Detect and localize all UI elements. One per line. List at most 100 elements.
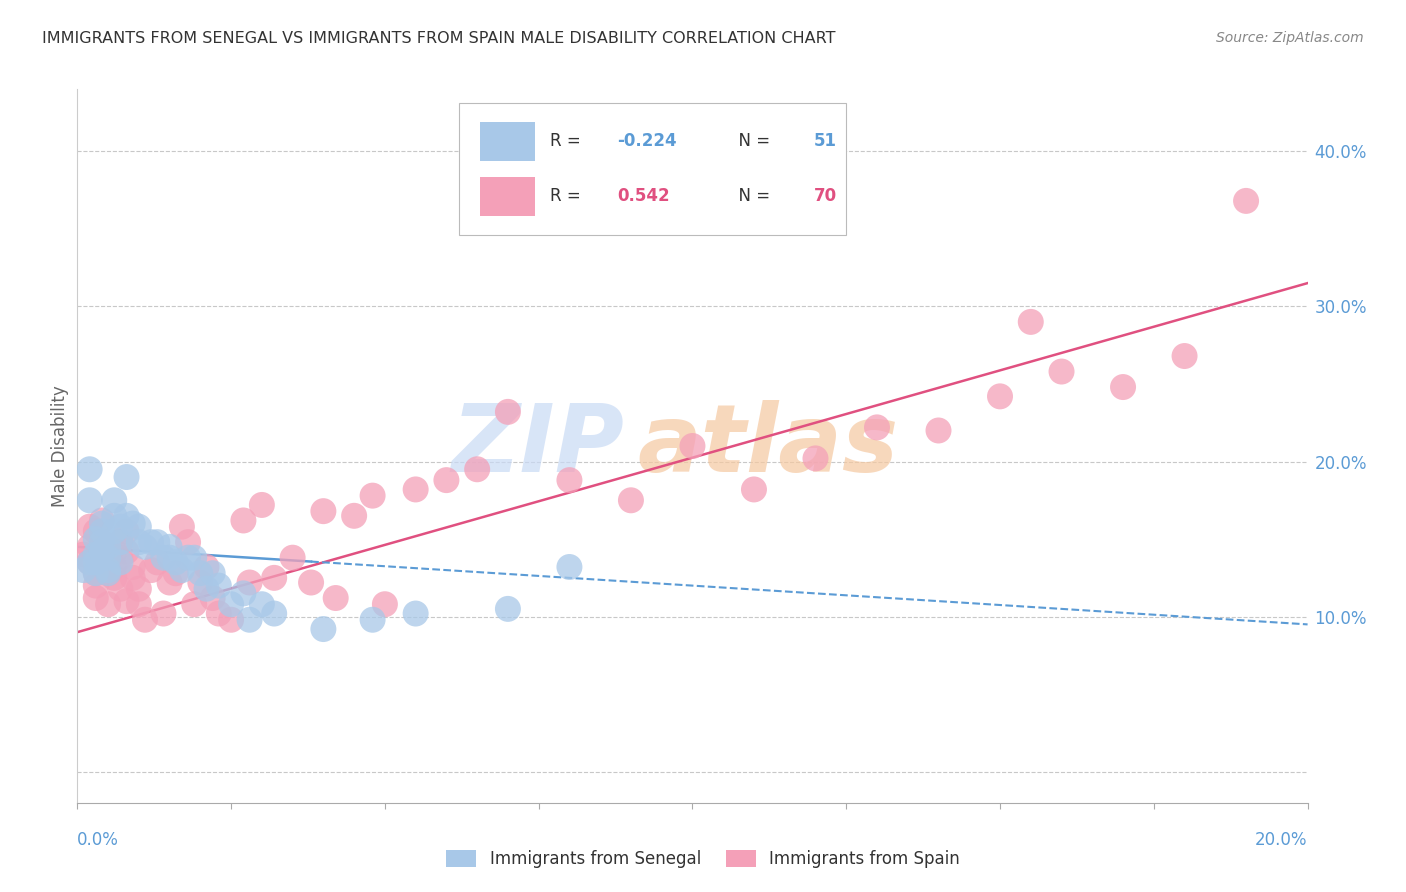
Point — [405, 607, 427, 621]
Point — [177, 550, 200, 565]
Point — [208, 607, 231, 621]
Point — [90, 535, 114, 549]
Point — [134, 613, 156, 627]
Text: 0.0%: 0.0% — [77, 830, 120, 848]
Point — [361, 613, 384, 627]
Text: ZIP: ZIP — [451, 400, 624, 492]
Point — [146, 535, 169, 549]
Point — [103, 544, 125, 558]
Point — [325, 591, 347, 605]
Point — [115, 470, 138, 484]
Point — [103, 508, 125, 523]
Point — [141, 563, 163, 577]
Point — [141, 535, 163, 549]
Point — [988, 389, 1011, 403]
Point — [866, 420, 889, 434]
Point — [374, 597, 396, 611]
Point — [84, 524, 107, 539]
Bar — [479, 177, 536, 216]
Point — [742, 483, 765, 497]
Point — [239, 613, 262, 627]
Point — [79, 519, 101, 533]
Point — [165, 555, 187, 569]
Point — [170, 519, 193, 533]
FancyBboxPatch shape — [458, 103, 846, 235]
Point — [201, 566, 224, 581]
Y-axis label: Male Disability: Male Disability — [51, 385, 69, 507]
Point — [97, 550, 120, 565]
Point — [90, 524, 114, 539]
Point — [281, 550, 304, 565]
Point — [1234, 194, 1257, 208]
Point — [97, 540, 120, 554]
Point — [232, 513, 254, 527]
Point — [110, 550, 132, 565]
Point — [103, 571, 125, 585]
Point — [115, 594, 138, 608]
Point — [405, 483, 427, 497]
Point — [79, 555, 101, 569]
Text: IMMIGRANTS FROM SENEGAL VS IMMIGRANTS FROM SPAIN MALE DISABILITY CORRELATION CHA: IMMIGRANTS FROM SENEGAL VS IMMIGRANTS FR… — [42, 31, 835, 46]
Point — [72, 563, 94, 577]
Point — [1019, 315, 1042, 329]
Point — [1174, 349, 1197, 363]
Point — [159, 575, 181, 590]
Text: R =: R = — [550, 132, 586, 150]
Point — [682, 439, 704, 453]
Point — [219, 613, 242, 627]
Point — [159, 540, 181, 554]
Point — [558, 560, 581, 574]
Point — [79, 555, 101, 569]
Point — [90, 555, 114, 569]
Point — [177, 535, 200, 549]
Point — [97, 597, 120, 611]
Point — [84, 579, 107, 593]
Point — [121, 560, 143, 574]
Point — [343, 508, 366, 523]
Point — [84, 566, 107, 581]
Point — [110, 519, 132, 533]
Point — [90, 513, 114, 527]
Point — [465, 462, 488, 476]
Point — [239, 575, 262, 590]
Point — [152, 550, 174, 565]
Point — [128, 597, 150, 611]
Point — [110, 535, 132, 549]
Point — [201, 591, 224, 605]
Text: 70: 70 — [814, 187, 838, 205]
Text: 20.0%: 20.0% — [1256, 830, 1308, 848]
Point — [250, 498, 273, 512]
Point — [79, 493, 101, 508]
Point — [250, 597, 273, 611]
Point — [558, 473, 581, 487]
Point — [97, 566, 120, 581]
Point — [84, 591, 107, 605]
Point — [263, 607, 285, 621]
Point — [232, 586, 254, 600]
Text: R =: R = — [550, 187, 586, 205]
Point — [208, 579, 231, 593]
Point — [146, 555, 169, 569]
Point — [496, 405, 519, 419]
Text: N =: N = — [728, 132, 776, 150]
Point — [436, 473, 458, 487]
Point — [121, 516, 143, 531]
Point — [110, 535, 132, 549]
Point — [1050, 365, 1073, 379]
Text: atlas: atlas — [637, 400, 898, 492]
Point — [84, 532, 107, 546]
Point — [97, 563, 120, 577]
Point — [361, 489, 384, 503]
Point — [90, 535, 114, 549]
Point — [115, 508, 138, 523]
Point — [84, 548, 107, 562]
Point — [90, 550, 114, 565]
Point — [128, 582, 150, 596]
Point — [90, 544, 114, 558]
Point — [121, 571, 143, 585]
Point — [159, 550, 181, 565]
Bar — [479, 121, 536, 161]
Point — [195, 582, 218, 596]
Point — [183, 550, 205, 565]
Point — [195, 560, 218, 574]
